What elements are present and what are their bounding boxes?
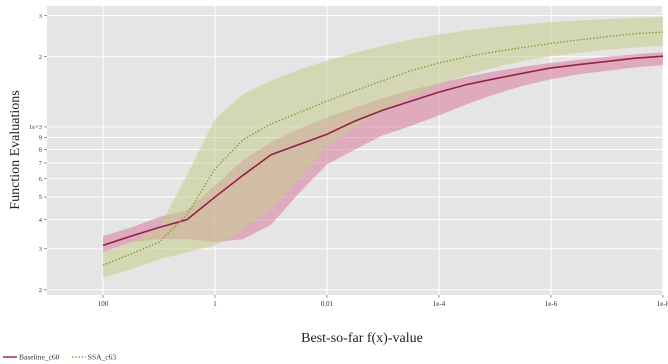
y-tick-label: 4: [39, 217, 43, 224]
y-tick-label: 5: [39, 194, 42, 201]
series-line-0: [102, 55, 664, 247]
y-axis-ticks: 2 3 4 5 6 7 8 9 1e+3 2 3: [29, 13, 47, 294]
y-tick-label: 6: [39, 176, 43, 183]
y-tick-label: 3: [39, 13, 42, 20]
x-axis-title: Best-so-far f(x)-value: [301, 331, 423, 346]
y-tick-label: 8: [39, 147, 42, 154]
y-tick-label: 7: [39, 160, 43, 167]
series-lines: [102, 31, 664, 266]
legend-label-1: SSA_c63: [88, 353, 117, 362]
confidence-bands: [103, 17, 663, 278]
x-tick-label: 1: [213, 300, 217, 308]
y-tick-label: 1e+3: [29, 124, 42, 131]
y-tick-label: 9: [39, 135, 42, 142]
y-axis-title: Function Evaluations: [8, 90, 23, 209]
x-tick-label: 0.01: [321, 300, 334, 308]
x-tick-label: 100: [98, 300, 109, 308]
y-tick-label: 2: [39, 287, 42, 294]
x-tick-label: 1e-6: [545, 300, 558, 308]
legend-label-0: Baseline_c60: [19, 353, 60, 362]
x-tick-label: 1e-4: [433, 300, 446, 308]
y-tick-label: 2: [39, 54, 42, 61]
series-band-1: [103, 17, 663, 278]
x-tick-label: 1e-8: [657, 300, 668, 308]
legend: Baseline_c60 SSA_c63: [3, 353, 116, 362]
y-tick-label: 3: [39, 246, 42, 253]
x-axis-ticks: 100 1 0.01 1e-4 1e-6 1e-8: [98, 295, 668, 308]
